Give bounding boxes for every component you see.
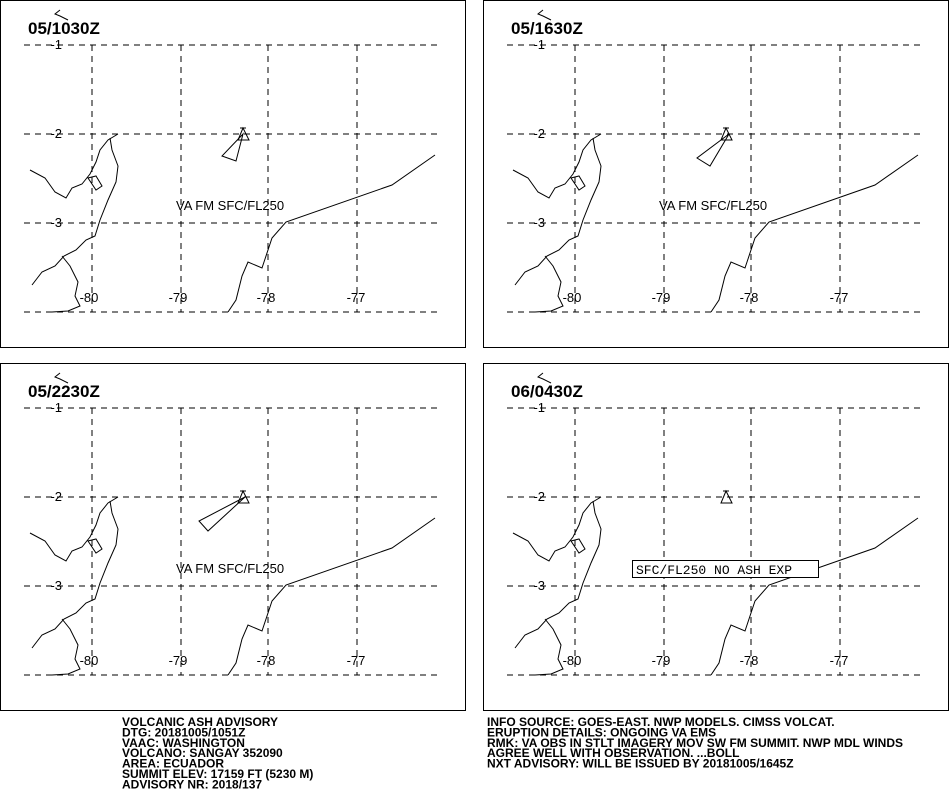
border	[710, 154, 919, 313]
advisory-line: VAAC: WASHINGTON	[122, 736, 245, 750]
annotation-box	[632, 560, 819, 578]
lat-label: -2	[50, 489, 62, 504]
coastline	[29, 9, 119, 313]
lon-label: -77	[830, 653, 849, 668]
lon-label: -77	[347, 290, 366, 305]
lat-label: -2	[533, 126, 545, 141]
panel-frame	[0, 363, 466, 711]
lon-label: -80	[80, 653, 99, 668]
lat-label: -2	[533, 489, 545, 504]
advisory-line: VOLCANIC ASH ADVISORY	[122, 715, 278, 729]
lon-label: -78	[257, 290, 276, 305]
lon-label: -79	[652, 653, 671, 668]
ash-annotation: VA FM SFC/FL250	[176, 561, 284, 576]
lon-label: -78	[257, 653, 276, 668]
map-panel: 05/1030Z-1 -2 -3 -80 -79 -78 -77 VA FM SFC/FL25…	[0, 0, 466, 348]
ash-plume	[198, 496, 246, 532]
coastline	[512, 372, 602, 676]
panel-time: 05/2230Z	[28, 382, 100, 401]
advisory-line: DTG: 20181005/1051Z	[122, 725, 245, 739]
lon-label: -79	[169, 653, 188, 668]
ash-annotation: VA FM SFC/FL250	[176, 198, 284, 213]
lon-label: -78	[740, 653, 759, 668]
lon-label: -80	[563, 653, 582, 668]
ash-annotation: SFC/FL250 NO ASH EXP	[636, 563, 792, 578]
volcano	[237, 126, 250, 141]
lat-label: -3	[533, 578, 545, 593]
border	[227, 517, 436, 676]
ash-plume	[696, 133, 730, 167]
coastline	[29, 372, 119, 676]
lon-label: -78	[740, 290, 759, 305]
lat-label: -3	[50, 578, 62, 593]
lon-label: -79	[652, 290, 671, 305]
lon-label: -77	[830, 290, 849, 305]
panel-frame	[483, 0, 949, 348]
panel-time: 05/1030Z	[28, 19, 100, 38]
ash-plume	[221, 132, 244, 162]
lat-label: -1	[533, 37, 545, 52]
lon-label: -79	[169, 290, 188, 305]
coastline	[512, 9, 602, 313]
panel-frame	[483, 363, 949, 711]
lat-label: -1	[533, 400, 545, 415]
advisory-line: AREA: ECUADOR	[122, 757, 224, 771]
panel-frame	[0, 0, 466, 348]
lat-label: -1	[50, 400, 62, 415]
advisory-line: NXT ADVISORY: WILL BE ISSUED BY 20181005…	[487, 757, 794, 771]
lon-label: -80	[563, 290, 582, 305]
border	[227, 154, 436, 313]
panel-time: 05/1630Z	[511, 19, 583, 38]
volcano	[720, 489, 733, 504]
border	[710, 517, 919, 676]
lat-label: -3	[533, 215, 545, 230]
lat-label: -3	[50, 215, 62, 230]
lat-label: -1	[50, 37, 62, 52]
advisory-line: ADVISORY NR: 2018/137	[122, 777, 262, 791]
ash-annotation: VA FM SFC/FL250	[659, 198, 767, 213]
advisory-line: SUMMIT ELEV: 17159 FT (5230 M)	[122, 767, 313, 781]
advisory-line: AGREE WELL WITH OBSERVATION. ...BOLL	[487, 746, 739, 760]
lat-label: -2	[50, 126, 62, 141]
map-panel: 06/0430Z-1 -2 -3 -80 -79 -78 -77 SFC/FL250 NO A…	[483, 363, 949, 711]
advisory-line: VOLCANO: SANGAY 352090	[122, 746, 283, 760]
map-panel: 05/2230Z-1 -2 -3 -80 -79 -78 -77 VA FM SFC/FL25…	[0, 363, 466, 711]
advisory-line: ERUPTION DETAILS: ONGOING VA EMS	[487, 725, 716, 739]
lon-label: -77	[347, 653, 366, 668]
panel-time: 06/0430Z	[511, 382, 583, 401]
volcano	[237, 489, 250, 504]
lon-label: -80	[80, 290, 99, 305]
advisory-line: RMK: VA OBS IN STLT IMAGERY MOV SW FM SU…	[487, 736, 903, 750]
map-panel: 05/1630Z-1 -2 -3 -80 -79 -78 -77 VA FM SFC/FL25…	[483, 0, 949, 348]
advisory-line: INFO SOURCE: GOES-EAST. NWP MODELS. CIMS…	[487, 715, 835, 729]
